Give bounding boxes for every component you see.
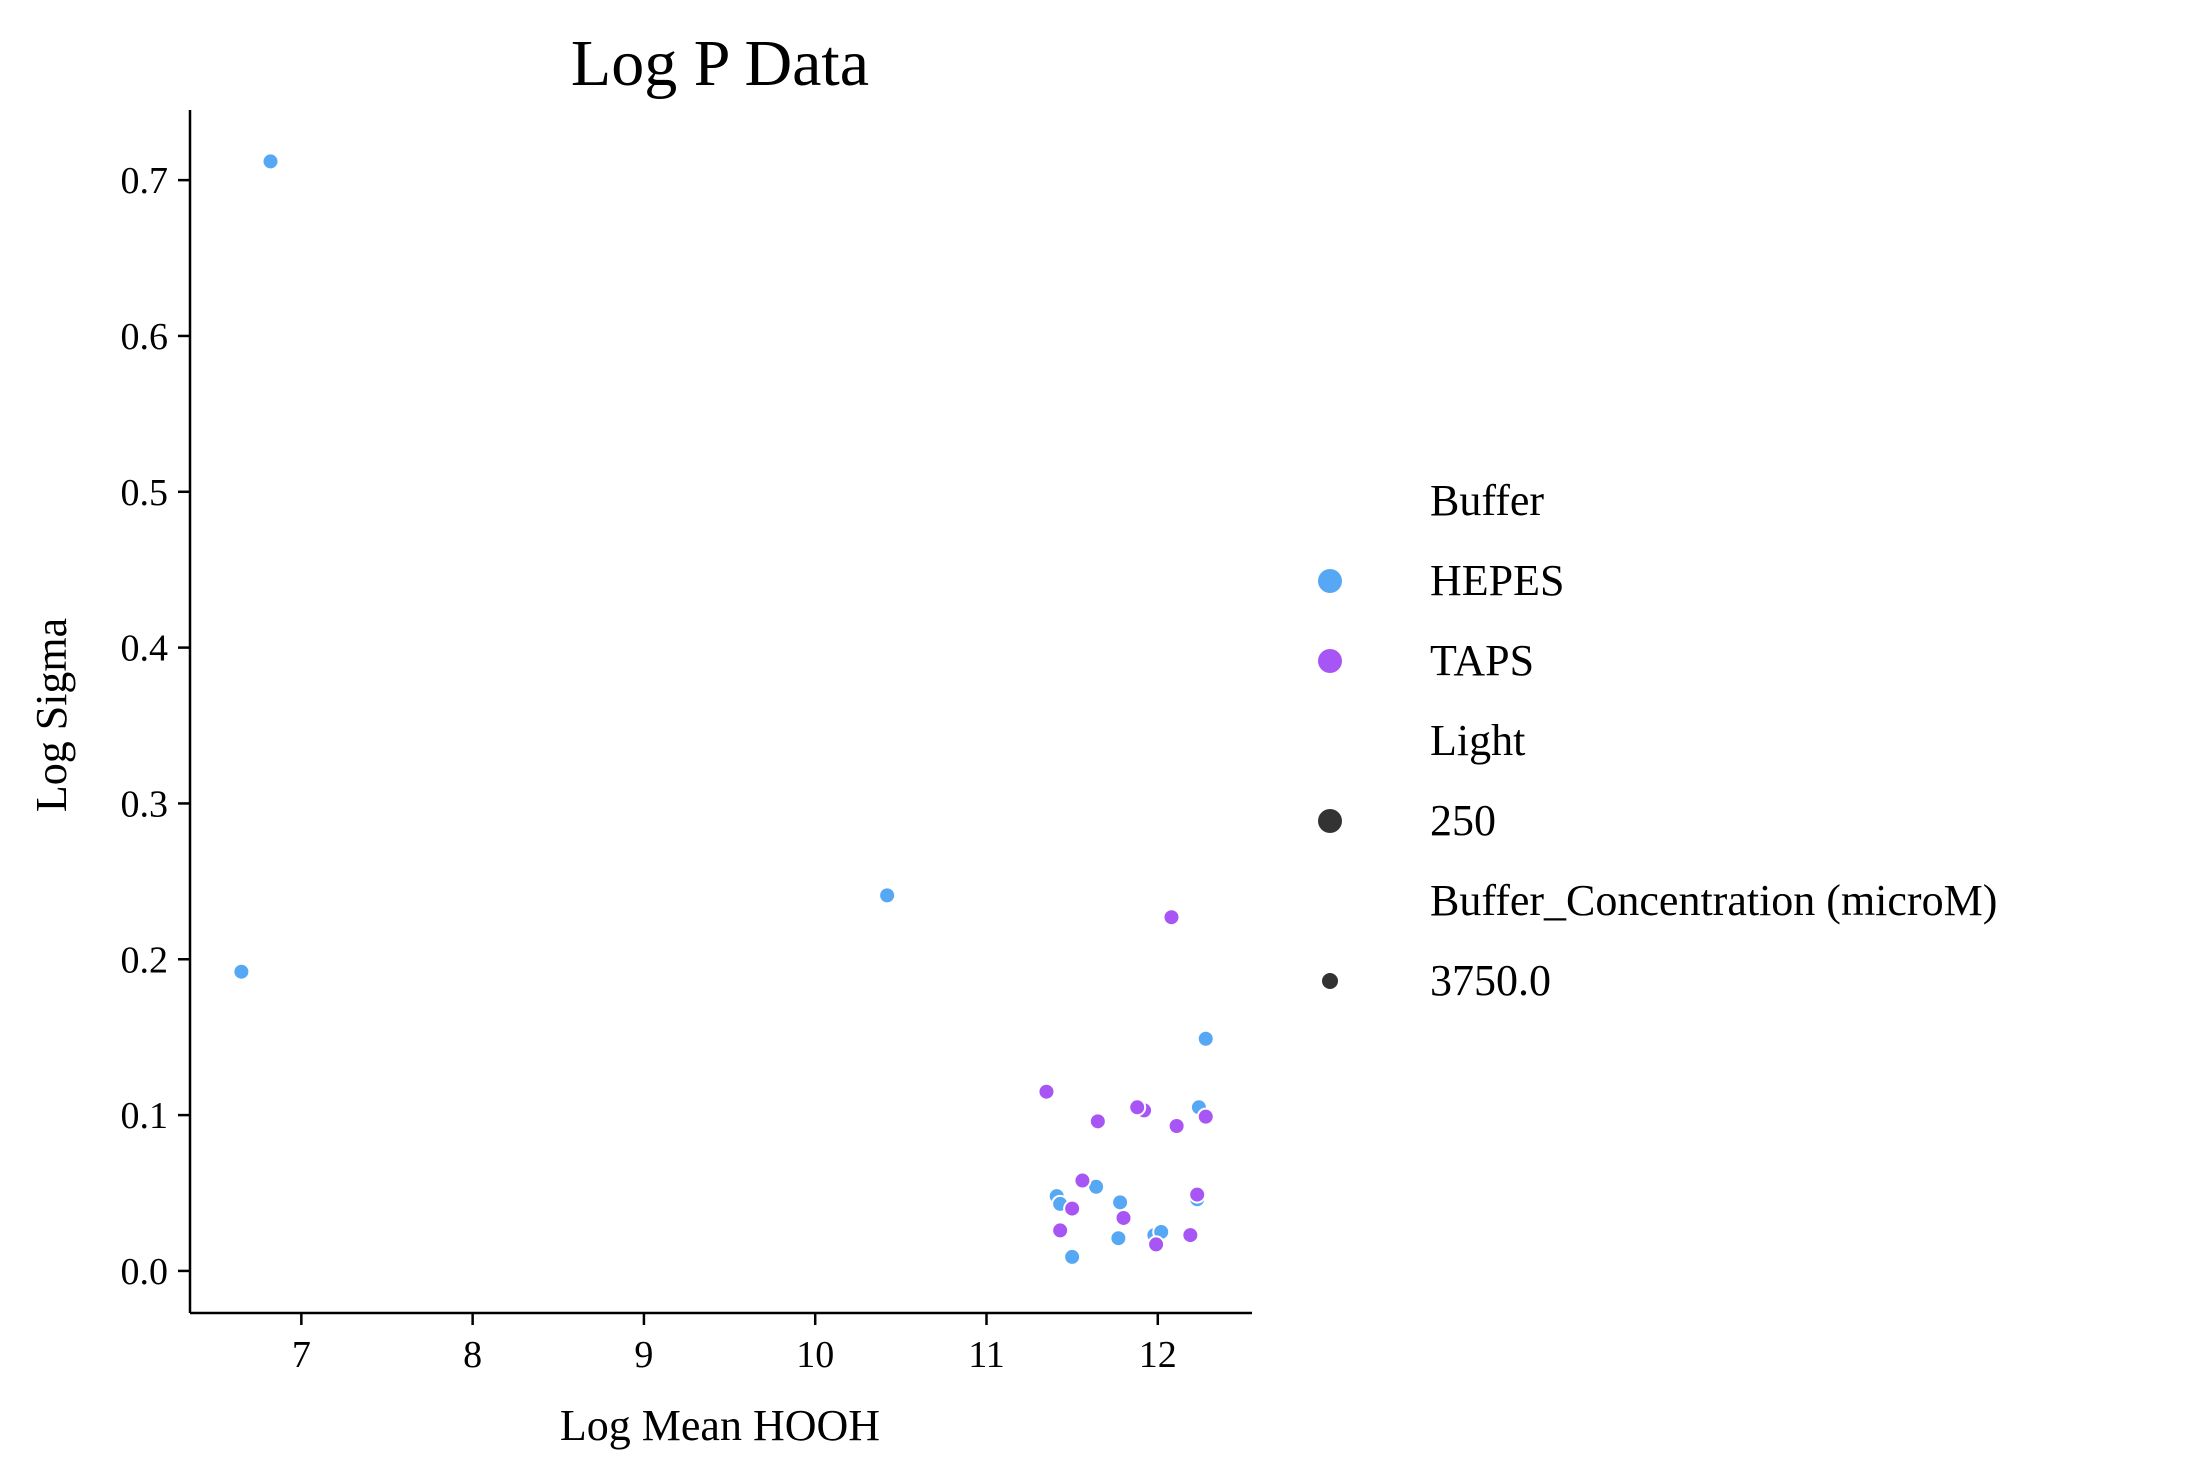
x-tick-label: 7 xyxy=(292,1334,311,1376)
x-axis-label: Log Mean HOOH xyxy=(560,1401,880,1450)
legend-marker xyxy=(1318,649,1342,673)
scatter-point-hepes xyxy=(1111,1193,1130,1212)
y-tick-label: 0.2 xyxy=(121,939,169,981)
scatter-point-taps xyxy=(1051,1221,1070,1240)
legend-entry-label: TAPS xyxy=(1430,636,1534,685)
plot-area: 7 8 9 10 11 12 0.0 0.1 0.2 0.3 0.4 0.5 0.6 0.7 xyxy=(121,110,1252,1376)
scatter-point-taps xyxy=(1063,1199,1082,1218)
legend-group-title: Buffer_Concentration (microM) xyxy=(1430,876,1997,925)
scatter-point-taps xyxy=(1073,1171,1092,1190)
legend-marker xyxy=(1322,973,1338,989)
legend: Buffer HEPES TAPS Light 250 Buffer_Concentrat… xyxy=(1318,476,1997,1005)
legend-entry-label: HEPES xyxy=(1430,556,1564,605)
legend-entry-label: 250 xyxy=(1430,796,1496,845)
chart-title: Log P Data xyxy=(571,27,869,100)
y-tick-label: 0.4 xyxy=(121,628,169,670)
scatter-point-taps xyxy=(1188,1185,1207,1204)
legend-marker xyxy=(1318,809,1342,833)
x-axis-ticks: 7 8 9 10 11 12 xyxy=(292,1313,1177,1376)
scatter-point-taps xyxy=(1196,1107,1215,1126)
y-tick-label: 0.3 xyxy=(121,783,169,825)
scatter-point-taps xyxy=(1147,1235,1166,1254)
y-axis-ticks: 0.0 0.1 0.2 0.3 0.4 0.5 0.6 0.7 xyxy=(121,160,190,1293)
y-tick-label: 0.5 xyxy=(121,472,169,514)
scatter-point-taps xyxy=(1114,1208,1133,1227)
scatter-point-hepes xyxy=(878,886,897,905)
scatter-point-hepes xyxy=(1196,1029,1215,1048)
scatter-point-taps xyxy=(1037,1082,1056,1101)
x-tick-label: 11 xyxy=(968,1334,1005,1376)
y-tick-label: 0.0 xyxy=(121,1251,169,1293)
scatter-points xyxy=(232,152,1215,1266)
scatter-point-taps xyxy=(1181,1226,1200,1245)
legend-group-title: Buffer xyxy=(1430,476,1544,525)
x-tick-label: 9 xyxy=(634,1334,653,1376)
legend-entry-label: 3750.0 xyxy=(1430,956,1551,1005)
scatter-point-taps xyxy=(1162,908,1181,927)
legend-marker xyxy=(1318,569,1342,593)
x-tick-label: 10 xyxy=(796,1334,834,1376)
y-tick-label: 0.7 xyxy=(121,160,169,202)
x-tick-label: 8 xyxy=(463,1334,482,1376)
scatter-point-taps xyxy=(1167,1117,1186,1136)
scatter-point-hepes xyxy=(1063,1247,1082,1266)
scatter-point-hepes xyxy=(261,152,280,171)
scatter-point-taps xyxy=(1088,1112,1107,1131)
legend-group-title: Light xyxy=(1430,716,1525,765)
y-axis-label: Log Sigma xyxy=(27,618,76,812)
y-tick-label: 0.1 xyxy=(121,1095,169,1137)
x-tick-label: 12 xyxy=(1139,1334,1177,1376)
scatter-point-hepes xyxy=(1109,1229,1128,1248)
scatter-point-taps xyxy=(1128,1098,1147,1117)
scatter-point-hepes xyxy=(232,962,251,981)
y-tick-label: 0.6 xyxy=(121,316,169,358)
